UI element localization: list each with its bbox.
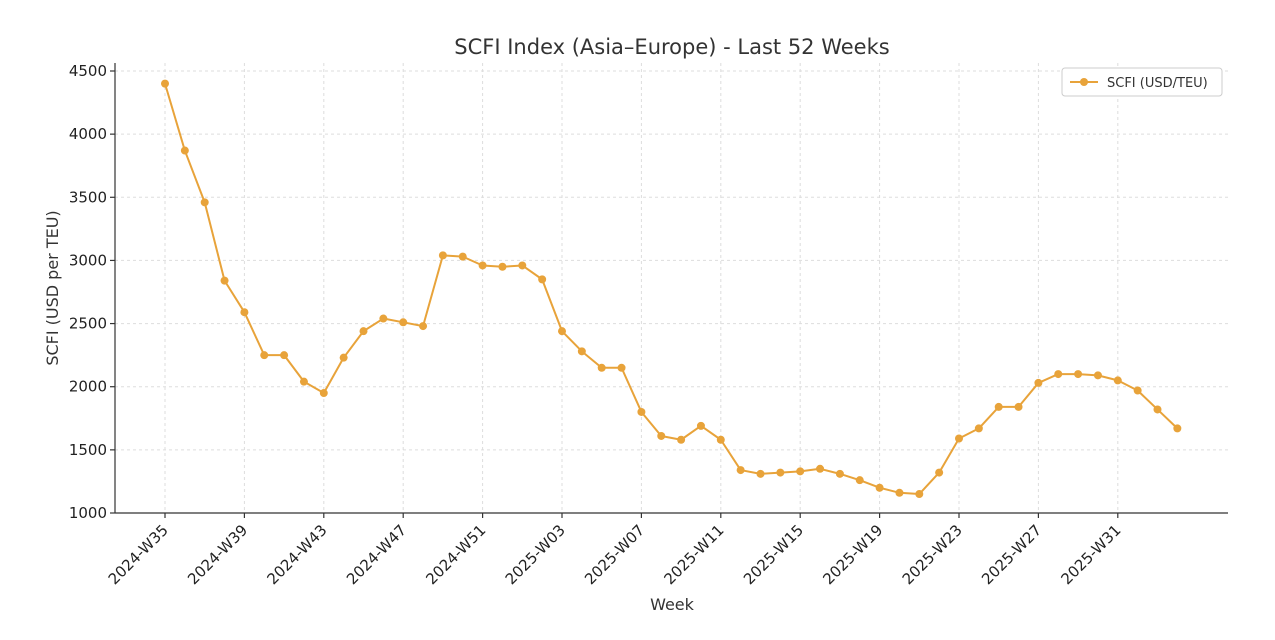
data-point	[498, 262, 507, 271]
data-point	[816, 464, 825, 473]
data-point	[1034, 378, 1043, 387]
data-point	[1173, 424, 1182, 433]
data-point	[955, 434, 963, 443]
y-tick-label: 4500	[69, 62, 107, 80]
data-point	[1074, 370, 1083, 379]
grid	[115, 63, 1228, 514]
data-point	[855, 476, 864, 485]
y-tick-label: 4000	[69, 125, 107, 143]
data-point	[716, 435, 725, 444]
data-point	[776, 468, 785, 477]
data-point	[399, 318, 408, 327]
axes	[114, 63, 1228, 514]
data-point	[339, 353, 348, 362]
y-tick-label: 1000	[69, 504, 107, 522]
x-tick-label: 2025-W23	[899, 521, 966, 588]
y-axis-ticks: 1000 1500 2000 2500 3000 3500 4000 4500	[69, 62, 115, 522]
data-point	[1113, 376, 1122, 385]
data-point	[200, 198, 209, 207]
y-tick-label: 3000	[69, 251, 107, 269]
data-point	[359, 327, 368, 336]
x-tick-label: 2024-W51	[422, 521, 489, 588]
x-axis-ticks: 2024-W35 2024-W39 2024-W43 2024-W47 2024-W51…	[105, 513, 1125, 588]
data-point	[895, 488, 904, 497]
data-point	[240, 308, 249, 317]
data-point	[597, 363, 606, 372]
legend: SCFI (USD/TEU)	[1061, 67, 1223, 97]
data-point	[1014, 402, 1023, 411]
y-tick-label: 2000	[69, 378, 107, 396]
y-tick-label: 1500	[69, 441, 107, 459]
data-point	[558, 327, 566, 336]
data-point	[915, 490, 924, 499]
x-tick-label: 2024-W39	[184, 521, 251, 588]
x-tick-label: 2024-W47	[343, 521, 410, 588]
y-axis-label: SCFI (USD per TEU)	[43, 210, 62, 365]
data-point	[935, 468, 944, 477]
data-point	[220, 276, 229, 285]
series-line	[164, 83, 1179, 496]
data-point	[677, 435, 686, 444]
data-point	[280, 351, 289, 360]
data-point	[319, 389, 328, 398]
data-point	[696, 421, 705, 430]
data-point	[518, 261, 527, 270]
data-point	[994, 402, 1003, 411]
x-tick-label: 2025-W19	[819, 521, 886, 588]
series	[161, 79, 1182, 499]
data-point	[657, 431, 666, 440]
x-axis-label: Week	[650, 595, 695, 614]
legend-box	[1061, 67, 1223, 97]
data-point	[1093, 371, 1102, 380]
y-tick-label: 3500	[69, 188, 107, 206]
data-point	[637, 407, 646, 416]
x-tick-label: 2025-W15	[740, 521, 807, 588]
data-point	[419, 322, 428, 331]
data-point	[875, 483, 884, 492]
x-tick-label: 2025-W07	[581, 521, 648, 588]
data-point	[458, 252, 467, 261]
data-point	[161, 79, 169, 88]
x-tick-label: 2025-W31	[1058, 521, 1125, 588]
data-point	[538, 275, 547, 284]
data-point	[756, 469, 765, 478]
data-point	[1133, 386, 1142, 395]
legend-marker-swatch	[1080, 78, 1088, 86]
data-point	[260, 351, 269, 360]
x-tick-label: 2025-W27	[978, 521, 1045, 588]
data-point	[180, 146, 189, 155]
y-tick-label: 2500	[69, 315, 107, 333]
data-point	[379, 314, 388, 323]
data-point	[835, 469, 844, 478]
data-point	[974, 424, 983, 433]
data-point	[617, 363, 626, 372]
data-point	[438, 251, 447, 260]
data-point	[736, 466, 745, 475]
data-point	[1153, 405, 1162, 414]
data-point	[1054, 370, 1063, 379]
x-tick-label: 2025-W11	[661, 521, 728, 588]
x-tick-label: 2024-W35	[105, 521, 172, 588]
data-point	[577, 347, 586, 356]
data-point	[478, 261, 487, 270]
data-point	[299, 377, 308, 386]
x-tick-label: 2024-W43	[264, 521, 331, 588]
x-tick-label: 2025-W03	[502, 521, 569, 588]
legend-entry-label: SCFI (USD/TEU)	[1107, 76, 1208, 91]
data-point	[796, 467, 805, 476]
chart-title: SCFI Index (Asia–Europe) - Last 52 Weeks	[454, 35, 889, 59]
